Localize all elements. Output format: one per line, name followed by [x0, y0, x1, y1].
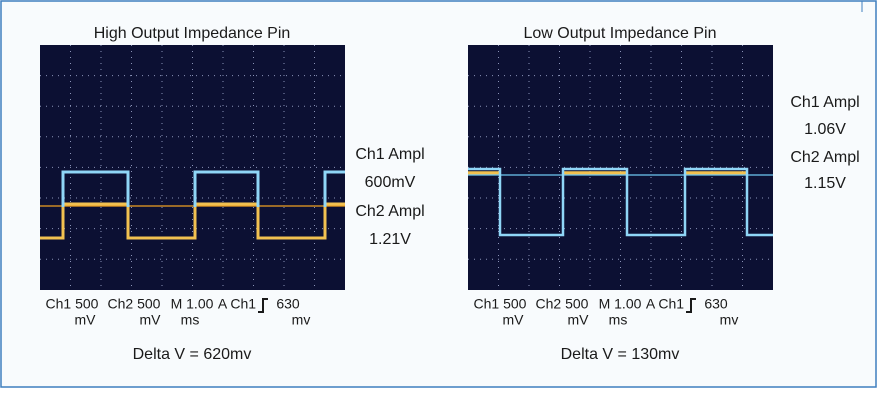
figure: High Output Impedance Pin Ch1 Ampl 600mV Ch…	[0, 0, 885, 389]
readout: Ch1 500	[474, 296, 527, 312]
panel-title: High Output Impedance Pin	[94, 25, 291, 42]
annotation: 1.15V	[804, 175, 846, 192]
readout: 630	[276, 296, 300, 312]
readout-unit: ms	[609, 312, 628, 328]
readout-unit: mV	[140, 312, 162, 328]
annotation: Ch1 Ampl	[790, 94, 859, 111]
page: {"panels": [ {"title": "High Output Impe…	[0, 0, 885, 389]
annotation: 1.06V	[804, 121, 846, 138]
readout-unit: mV	[568, 312, 590, 328]
readout: 630	[704, 296, 728, 312]
delta-label: Delta V = 620mv	[133, 346, 252, 363]
readout: Ch2 500	[536, 296, 589, 312]
delta-label: Delta V = 130mv	[561, 346, 680, 363]
annotation: Ch1 Ampl	[355, 146, 424, 163]
panel-title: Low Output Impedance Pin	[523, 25, 716, 42]
readout-unit: mV	[75, 312, 97, 328]
readout: A Ch1	[646, 296, 684, 312]
annotation: Ch2 Ampl	[790, 149, 859, 166]
readout-unit: ms	[181, 312, 200, 328]
annotation: 600mV	[365, 174, 416, 191]
readout-unit: mv	[720, 312, 739, 328]
readout-unit: mv	[292, 312, 311, 328]
readout: A Ch1	[218, 296, 256, 312]
readout: M 1.00	[171, 296, 214, 312]
annotation: Ch2 Ampl	[355, 203, 424, 220]
readout-unit: mV	[503, 312, 525, 328]
readout: M 1.00	[599, 296, 642, 312]
annotation: 1.21V	[369, 231, 411, 248]
readout: Ch2 500	[108, 296, 161, 312]
readout: Ch1 500	[46, 296, 99, 312]
